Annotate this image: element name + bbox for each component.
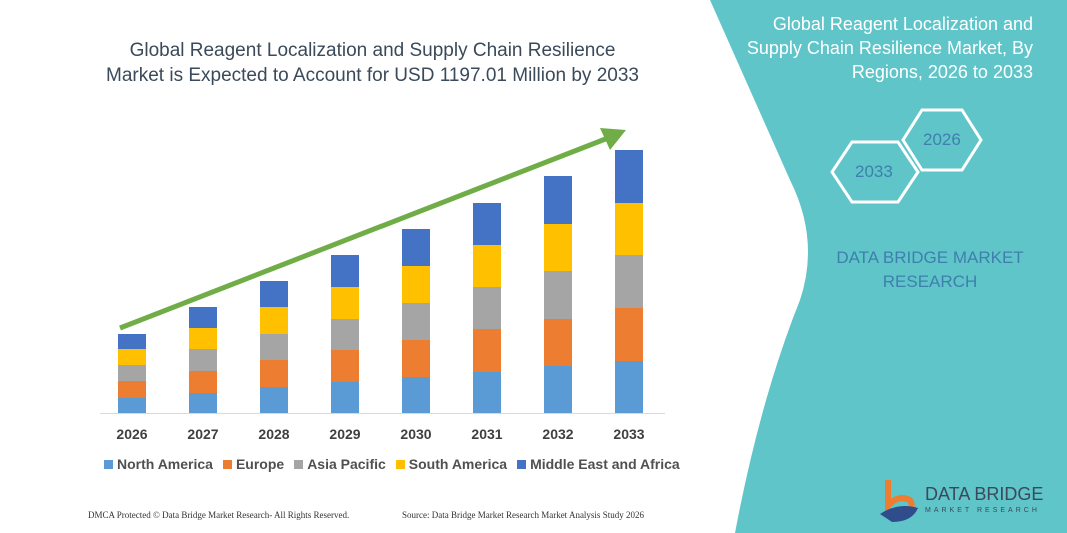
legend-swatch	[395, 460, 405, 469]
legend-swatch	[517, 460, 527, 469]
x-tick-label: 2027	[187, 426, 218, 442]
x-tick-label: 2030	[400, 426, 431, 442]
legend-label: Europe	[235, 456, 285, 472]
legend: North America Europe Asia Pacific South Ame…	[104, 456, 680, 472]
bar-segment-2032-south-america	[544, 224, 572, 271]
chart-title: Global Reagent Localization and Supply C…	[106, 40, 639, 86]
x-tick-label: 2031	[471, 426, 502, 442]
bar-segment-2027-south-america	[189, 328, 217, 349]
hex-label-2026: 2026	[923, 130, 961, 149]
bar-segment-2032-asia-pacific	[544, 271, 572, 319]
footer-source: Source: Data Bridge Market Research Mark…	[402, 510, 644, 520]
bar-segment-2033-north-america	[615, 361, 643, 413]
bar-segment-2033-middle-east-and-africa	[615, 150, 643, 203]
hexagon-2033	[830, 140, 920, 204]
legend-item: South America	[395, 456, 508, 472]
legend-label: Asia Pacific	[307, 456, 386, 472]
bar-segment-2027-north-america	[189, 393, 217, 413]
bar-segment-2033-south-america	[615, 203, 643, 255]
legend-label: North America	[117, 456, 213, 472]
bar-segment-2032-middle-east-and-africa	[544, 176, 572, 224]
bar-segment-2026-north-america	[118, 398, 146, 413]
bar-segment-2028-asia-pacific	[260, 334, 288, 360]
brand-text: DATA BRIDGE MARKET RESEARCH	[836, 248, 1024, 291]
hex-label-2033: 2033	[855, 162, 893, 181]
x-tick-label: 2032	[542, 426, 573, 442]
legend-label: South America	[408, 456, 508, 472]
bar-segment-2029-south-america	[331, 287, 359, 319]
bar-segment-2026-europe	[118, 381, 146, 398]
bar-segment-2029-asia-pacific	[331, 319, 359, 350]
legend-label: Middle East and Africa	[530, 456, 680, 472]
legend-swatch	[104, 460, 113, 469]
legend-item: Asia Pacific	[294, 456, 386, 472]
logo-subtitle: MARKET RESEARCH	[925, 507, 1040, 514]
bar-segment-2029-middle-east-and-africa	[331, 255, 359, 287]
bar-segment-2026-middle-east-and-africa	[118, 334, 146, 349]
x-tick-label: 2033	[613, 426, 644, 442]
bar-segment-2031-asia-pacific	[473, 287, 501, 329]
bar-segment-2028-north-america	[260, 387, 288, 413]
hexagon-2026	[901, 108, 983, 172]
bar-segment-2026-asia-pacific	[118, 365, 146, 381]
bar-segment-2029-europe	[331, 350, 359, 382]
bar-segment-2026-south-america	[118, 349, 146, 365]
legend-swatch	[222, 460, 232, 469]
legend-item: North America	[104, 456, 213, 472]
bar-segment-2031-north-america	[473, 372, 501, 413]
trend-arrow-head	[600, 128, 626, 150]
bar-segment-2028-south-america	[260, 307, 288, 334]
bar-segment-2030-middle-east-and-africa	[402, 229, 430, 266]
bar-segment-2029-north-america	[331, 382, 359, 413]
bar-segment-2031-middle-east-and-africa	[473, 203, 501, 245]
bar-segment-2030-asia-pacific	[402, 303, 430, 340]
trend-arrow	[119, 135, 609, 331]
footer-copyright: DMCA Protected © Data Bridge Market Rese…	[88, 510, 350, 520]
legend-item: Middle East and Africa	[517, 456, 680, 472]
x-tick-label: 2028	[258, 426, 289, 442]
bar-segment-2031-europe	[473, 329, 501, 372]
bar-segment-2031-south-america	[473, 245, 501, 287]
data-bridge-logo-icon	[880, 480, 918, 522]
bar-segment-2030-north-america	[402, 377, 430, 413]
bar-segment-2028-middle-east-and-africa	[260, 281, 288, 307]
bar-segment-2033-europe	[615, 308, 643, 361]
legend-swatch	[294, 460, 304, 469]
bar-segment-2027-middle-east-and-africa	[189, 307, 217, 328]
bar-segment-2030-south-america	[402, 266, 430, 303]
bar-segment-2028-europe	[260, 360, 288, 387]
legend-item: Europe	[222, 456, 285, 472]
x-tick-label: 2029	[329, 426, 360, 442]
bar-segment-2030-europe	[402, 340, 430, 377]
side-title: Global Reagent Localization and Supply C…	[746, 14, 1033, 82]
bar-segment-2032-north-america	[544, 366, 572, 413]
bar-segment-2027-asia-pacific	[189, 349, 217, 371]
logo-name: DATA BRIDGE	[925, 484, 1044, 504]
bar-segment-2027-europe	[189, 371, 217, 393]
x-tick-label: 2026	[116, 426, 147, 442]
bar-segment-2033-asia-pacific	[615, 255, 643, 308]
bar-segment-2032-europe	[544, 319, 572, 366]
